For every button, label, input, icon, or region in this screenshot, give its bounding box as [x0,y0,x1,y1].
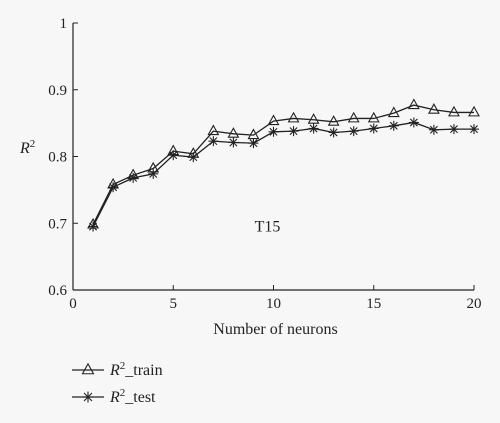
asterisk-marker [408,117,419,128]
triangle-marker [267,114,280,126]
asterisk-marker [268,126,279,137]
asterisk-marker [88,221,99,232]
chart-annotation: T15 [255,218,281,235]
asterisk-marker [82,391,94,403]
text-layer: T15 Number of neurons R2 [19,138,338,338]
asterisk-marker [368,123,379,134]
asterisk-marker [448,124,459,135]
y-tick-label: 1 [60,16,68,32]
asterisk-marker [168,150,179,161]
series-layer [87,98,480,232]
axes: 0.60.70.80.910 5 10 15 20 [48,16,481,312]
asterisk-marker [148,168,159,179]
triangle-marker [327,115,340,126]
x-tick-label: 0 [69,296,77,312]
triangle-marker [387,106,400,118]
triangle-marker [307,113,320,124]
asterisk-marker [348,126,359,137]
triangle-marker [347,111,360,123]
asterisk-marker [308,123,319,134]
triangle-marker [427,103,440,114]
x-axis-label: Number of neurons [213,321,337,338]
triangle-marker [367,111,380,123]
triangle-marker [207,124,220,136]
triangle-marker [227,127,240,138]
asterisk-marker [428,124,439,135]
asterisk-marker [208,136,219,147]
legend-item: R2_test [72,387,156,406]
legend-item: R2_train [72,360,163,379]
asterisk-marker [469,124,479,135]
asterisk-marker [228,137,239,148]
asterisk-marker [388,120,399,131]
asterisk-marker [248,138,259,149]
y-tick-label: 0.6 [48,283,67,299]
triangle-marker [247,128,260,140]
y-tick-label: 0.8 [48,150,67,166]
asterisk-marker [128,172,139,183]
series-line [92,121,474,227]
legend: R2_train R2_test [72,360,163,406]
y-axis-label: R2 [19,138,35,157]
triangle-marker [468,105,480,117]
y-tick-label: 0.7 [48,216,67,232]
asterisk-marker [188,152,199,163]
x-tick-label: 20 [467,296,482,312]
legend-label: R2_test [109,387,156,406]
series-test [88,117,479,232]
series-train [87,98,480,229]
x-tick-label: 10 [266,296,281,312]
asterisk-marker [288,126,299,137]
asterisk-marker [328,127,339,138]
triangle-marker [407,98,420,110]
y-tick-label: 0.9 [48,83,67,99]
legend-label: R2_train [109,360,163,379]
triangle-marker [81,362,95,375]
triangle-marker [448,105,460,117]
x-tick-label: 5 [170,296,178,312]
asterisk-marker [108,182,119,193]
triangle-marker [287,111,300,123]
x-tick-label: 15 [366,296,381,312]
